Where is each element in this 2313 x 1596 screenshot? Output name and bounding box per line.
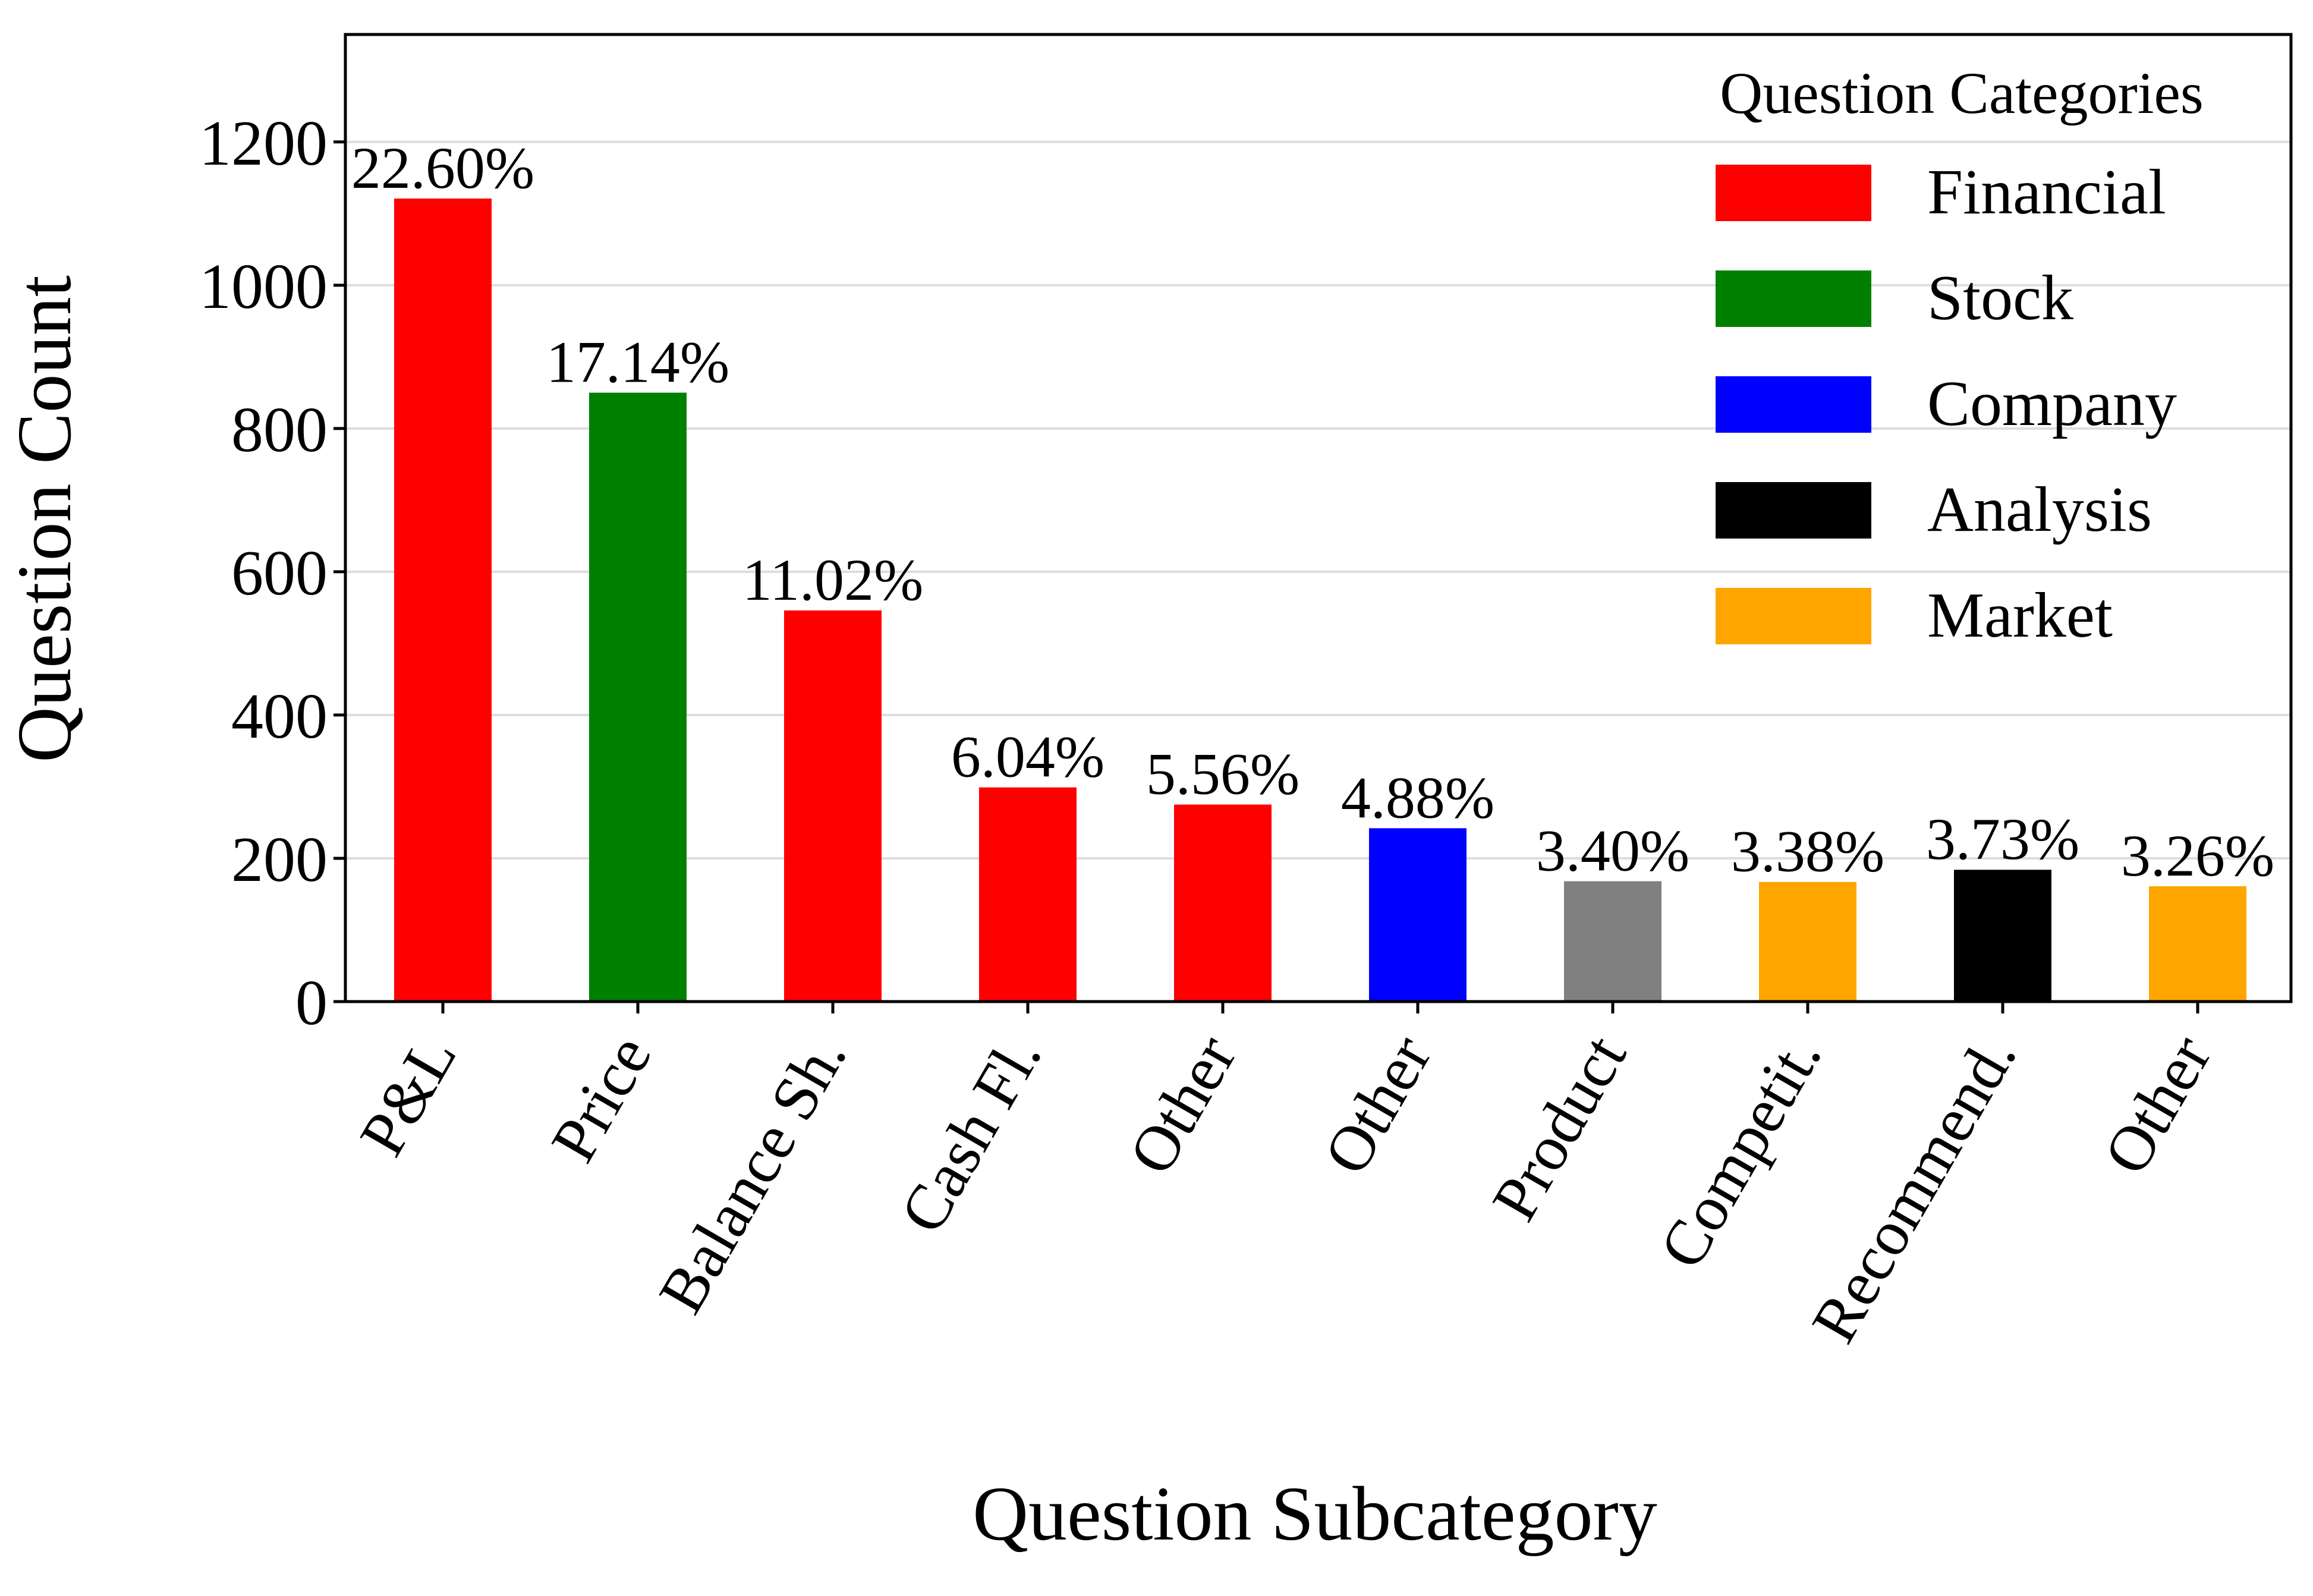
bar bbox=[1564, 881, 1661, 1002]
bar bbox=[1954, 870, 2051, 1002]
y-tick-label: 400 bbox=[231, 681, 328, 752]
legend-swatch bbox=[1716, 482, 1871, 539]
data-label: 17.14% bbox=[546, 329, 729, 395]
bar bbox=[589, 392, 687, 1002]
legend-swatch bbox=[1716, 376, 1871, 433]
legend-swatch bbox=[1716, 588, 1871, 644]
legend-label: Financial bbox=[1927, 157, 2166, 228]
bar bbox=[1174, 804, 1272, 1002]
legend-label: Market bbox=[1927, 580, 2113, 651]
data-label: 3.38% bbox=[1731, 819, 1884, 884]
legend-title: Question Categories bbox=[1720, 60, 2204, 126]
legend-swatch bbox=[1716, 270, 1871, 327]
data-label: 5.56% bbox=[1146, 741, 1299, 807]
data-label: 3.40% bbox=[1536, 818, 1689, 884]
y-tick-label: 600 bbox=[231, 538, 328, 609]
y-tick-label: 1200 bbox=[199, 108, 328, 179]
bar bbox=[1369, 828, 1467, 1002]
legend-label: Stock bbox=[1927, 263, 2073, 333]
data-label: 11.02% bbox=[742, 547, 924, 613]
bar bbox=[394, 198, 492, 1002]
bar bbox=[2149, 886, 2246, 1002]
data-label: 4.88% bbox=[1341, 764, 1494, 830]
bars bbox=[394, 198, 2246, 1002]
bar bbox=[784, 610, 882, 1002]
legend: Question Categories Financial Stock Compan… bbox=[1716, 60, 2204, 651]
x-axis-title: Question Subcategory bbox=[973, 1471, 1657, 1557]
data-labels: 22.60% 17.14% 11.02% 6.04% 5.56% 4.88% 3.40% 3.… bbox=[351, 135, 2274, 889]
y-axis-title: Question Count bbox=[2, 275, 87, 763]
data-label: 3.73% bbox=[1926, 806, 2079, 872]
bar bbox=[1759, 882, 1856, 1002]
legend-swatch bbox=[1716, 165, 1871, 221]
y-axis-ticks: 0 200 400 600 800 1000 1200 bbox=[199, 108, 345, 1038]
y-tick-label: 200 bbox=[231, 824, 328, 895]
data-label: 3.26% bbox=[2121, 823, 2274, 889]
legend-label: Analysis bbox=[1927, 474, 2152, 545]
y-tick-label: 1000 bbox=[199, 251, 328, 322]
bar bbox=[979, 787, 1077, 1002]
y-tick-label: 0 bbox=[295, 968, 328, 1038]
y-tick-label: 800 bbox=[231, 395, 328, 465]
data-label: 22.60% bbox=[351, 135, 534, 201]
plot-frame bbox=[344, 33, 2293, 1003]
legend-label: Company bbox=[1927, 369, 2177, 439]
data-label: 6.04% bbox=[951, 724, 1104, 790]
